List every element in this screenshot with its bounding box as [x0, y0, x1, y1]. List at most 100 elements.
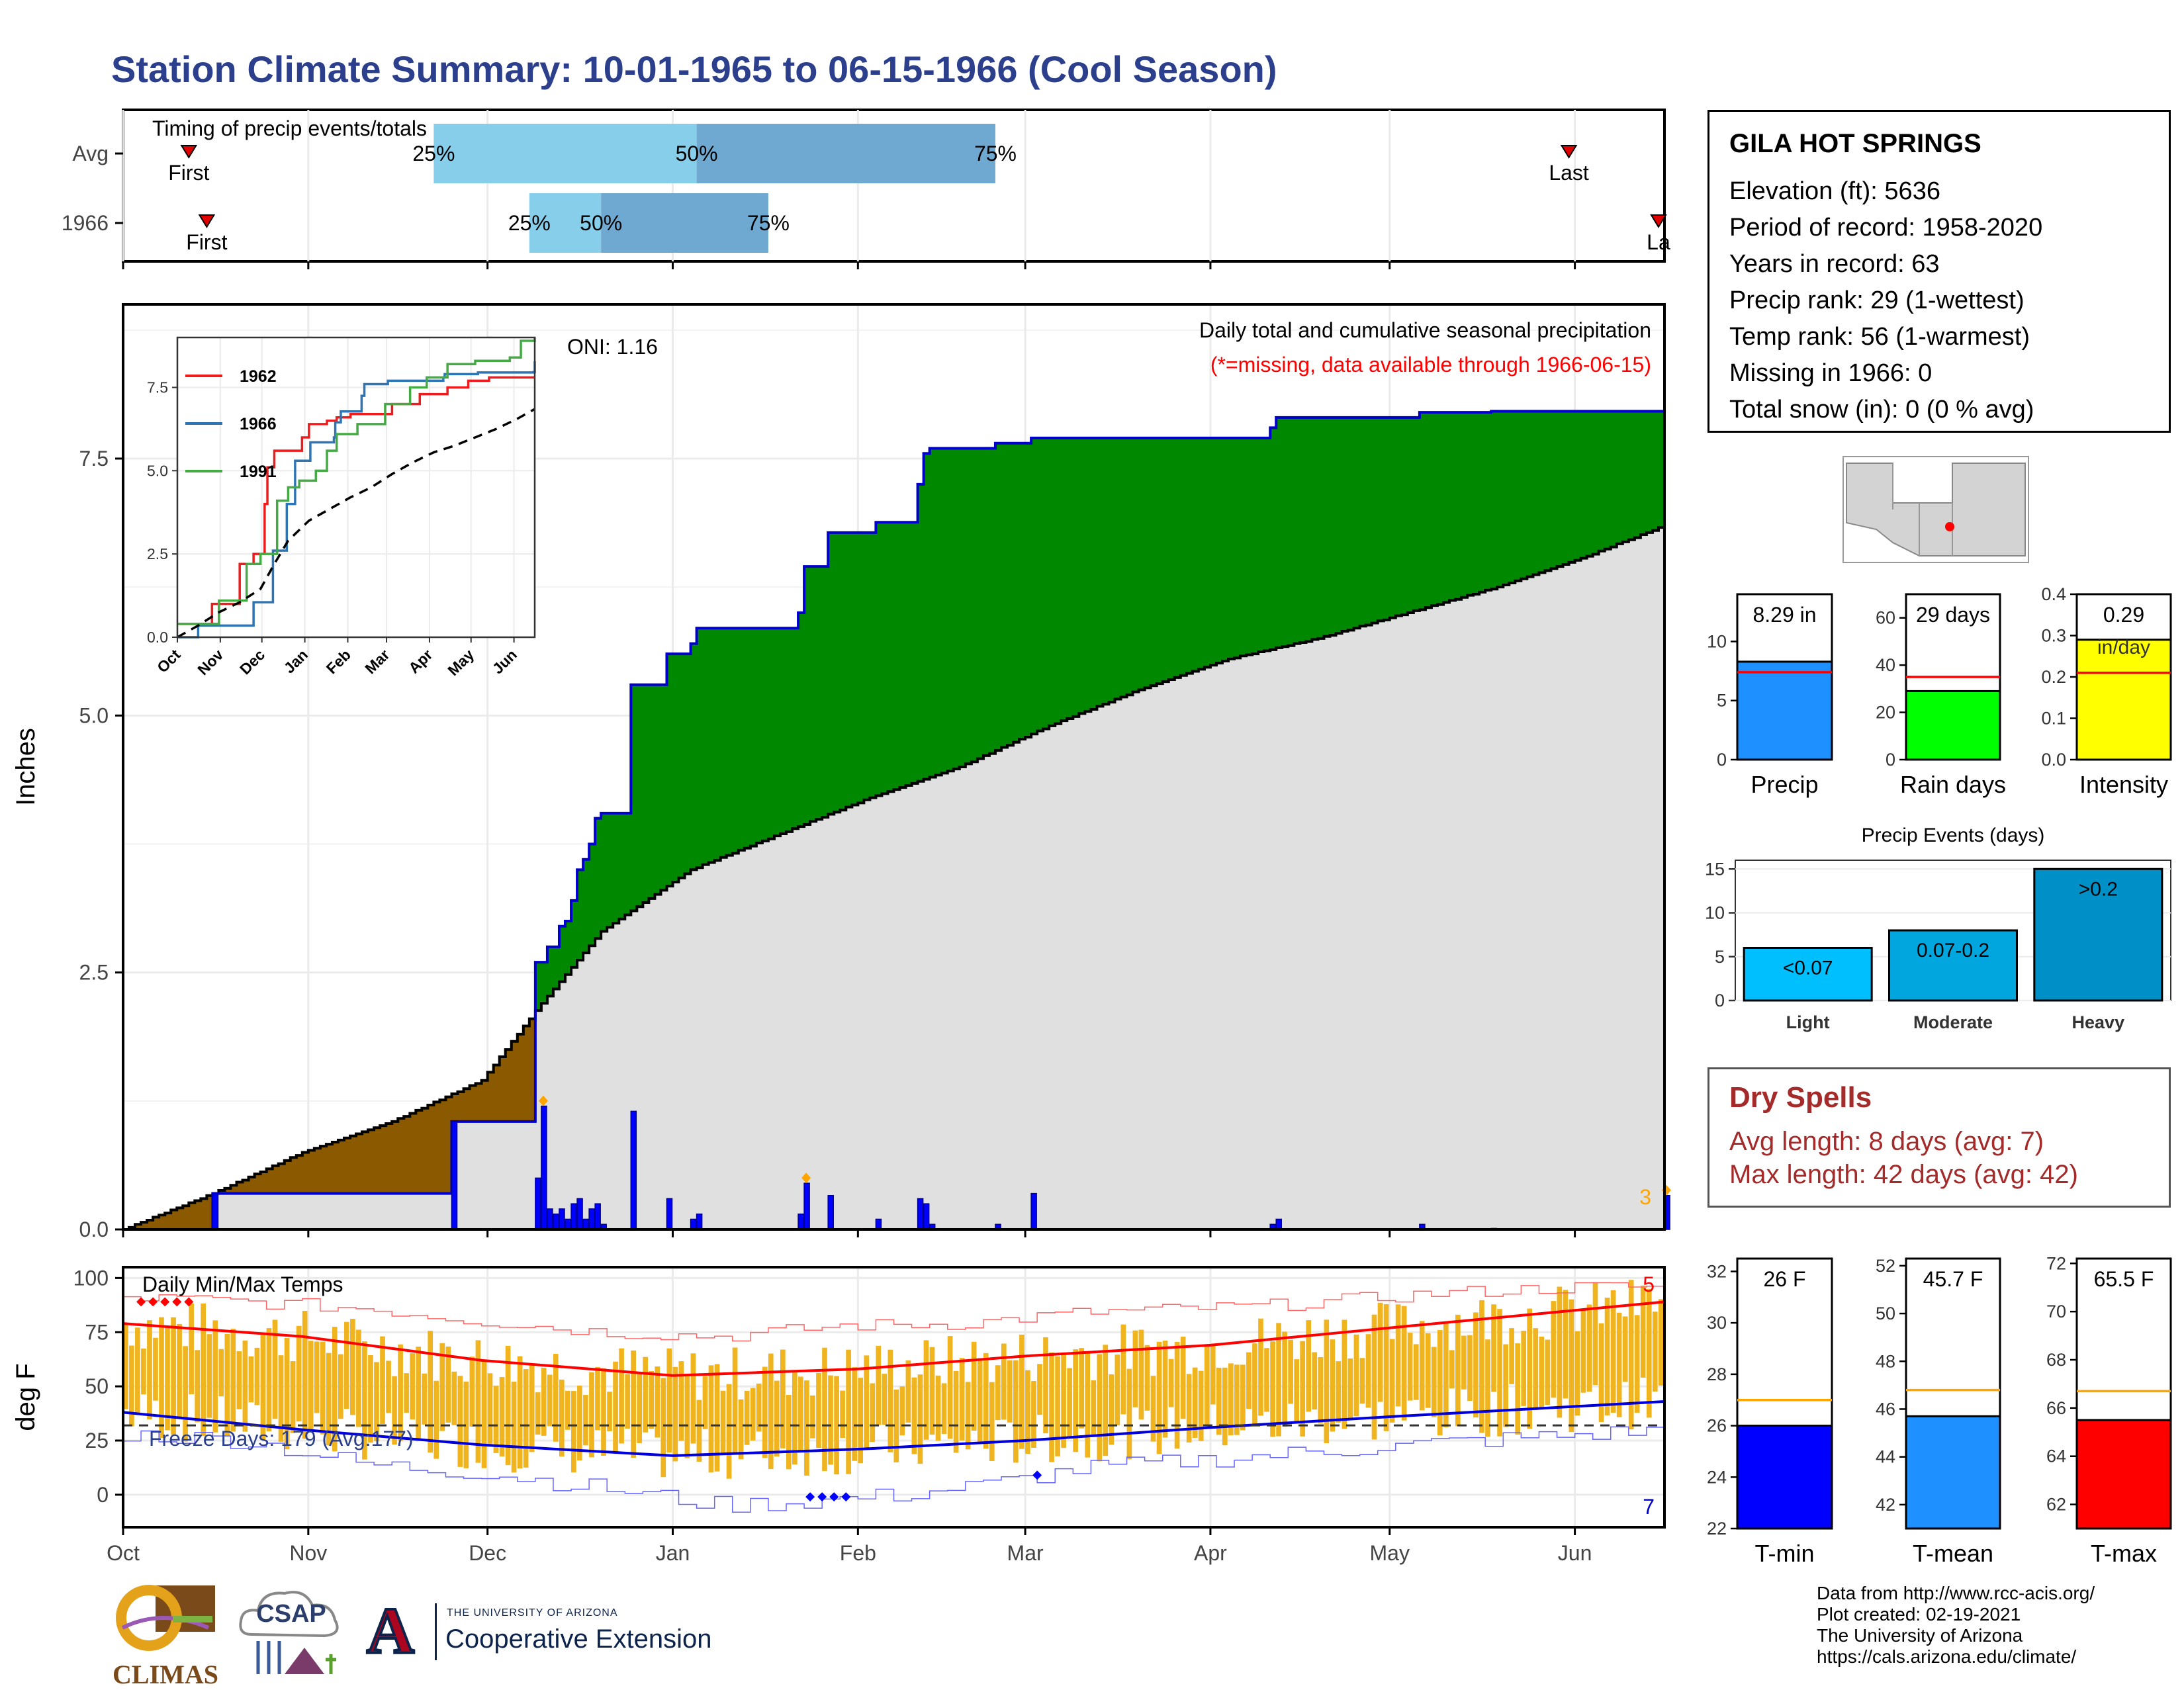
daily-temp-bar	[684, 1374, 690, 1458]
daily-temp-bar	[416, 1347, 422, 1441]
temps-frame	[122, 1266, 1666, 1529]
station-info-box: GILA HOT SPRINGS Elevation (ft): 5636 Pe…	[1707, 110, 2171, 433]
daily-temp-bar	[428, 1331, 433, 1453]
ua-cooperative-extension-logo[interactable]: A THE UNIVERSITY OF ARIZONA Cooperative …	[361, 1594, 745, 1671]
daily-temp-bar	[1467, 1335, 1473, 1401]
credit-line: Plot created: 02-19-2021	[1817, 1604, 2021, 1624]
events-bar	[1888, 929, 2019, 1002]
daily-temp-bar	[1395, 1304, 1401, 1407]
daily-temp-bar	[774, 1380, 780, 1457]
daily-temp-bar	[744, 1390, 750, 1445]
t-max-value-label: 65.5 F	[2094, 1267, 2154, 1291]
daily-temp-bar	[1652, 1312, 1658, 1392]
daily-temp-bar	[284, 1338, 290, 1450]
intensity-y-tick-label: 0.0	[2041, 750, 2066, 770]
last-event-marker	[1560, 145, 1578, 159]
climas-logo[interactable]: CLIMAS	[109, 1581, 222, 1689]
daily-temp-bar	[1210, 1343, 1216, 1405]
daily-temp-bar	[1264, 1348, 1269, 1412]
precip-y-tick-label: 5.0	[79, 703, 109, 727]
t-mean-y-tick-label: 42	[1876, 1495, 1895, 1515]
daily-precip-bar	[212, 1192, 219, 1230]
daily-temp-bar	[708, 1365, 714, 1473]
daily-temp-bar	[1168, 1358, 1174, 1407]
daily-temp-bar	[1282, 1331, 1287, 1427]
t-mean-y-tick-label: 46	[1876, 1399, 1895, 1419]
oni-label: ONI: 1.16	[567, 335, 658, 359]
daily-temp-bar	[1132, 1330, 1138, 1407]
inset-y-tick-label: 5.0	[147, 462, 168, 479]
t-min-y-tick-label: 32	[1707, 1261, 1727, 1281]
daily-temp-bar	[589, 1372, 594, 1458]
intensity-axis-label: Intensity	[2079, 771, 2168, 798]
intensity-y-tick-label: 0.2	[2041, 667, 2066, 687]
daily-temp-bar	[678, 1361, 684, 1441]
first-event-marker	[198, 214, 216, 228]
daily-temp-bar	[1449, 1350, 1455, 1389]
daily-temp-bar	[1527, 1308, 1533, 1429]
daily-temp-bar	[338, 1354, 343, 1419]
precip-frame	[122, 303, 1666, 1231]
daily-precip-bar	[875, 1218, 882, 1230]
daily-temp-bar	[153, 1337, 158, 1401]
record-low-marker	[829, 1492, 839, 1502]
precip-corner-value: 3	[1639, 1185, 1651, 1209]
t-mean-value-bar	[1905, 1415, 2001, 1530]
daily-temp-bar	[493, 1386, 499, 1453]
daily-temp-bar	[242, 1340, 248, 1432]
inset-series-line	[177, 408, 535, 639]
events-bar-label: <0.07	[1783, 957, 1833, 979]
cumulative-observed-line	[123, 377, 1666, 1231]
daily-temp-bar	[1103, 1345, 1109, 1456]
location-map	[1843, 456, 2029, 563]
daily-precip-bar	[547, 1208, 553, 1230]
timing-q25-label: 25%	[412, 142, 455, 165]
daily-temp-bar	[177, 1323, 182, 1419]
first-event-label: First	[168, 161, 209, 185]
csap-logo[interactable]: CSAP	[232, 1581, 351, 1681]
daily-temp-bar	[475, 1340, 481, 1463]
daily-temp-bar	[899, 1386, 905, 1436]
daily-temp-bar	[278, 1355, 284, 1442]
daily-temp-bar	[1120, 1324, 1126, 1415]
daily-temp-bar	[505, 1345, 511, 1466]
daily-temp-bar	[828, 1375, 833, 1465]
ua-a-icon: A	[365, 1594, 416, 1668]
daily-temp-bar	[1616, 1312, 1622, 1417]
daily-temp-bar	[165, 1326, 170, 1431]
last-event-label: Last	[1549, 161, 1589, 185]
station-location-dot	[1945, 522, 1954, 531]
temps-x-tick-label: Feb	[840, 1541, 876, 1565]
daily-temp-bar	[822, 1347, 827, 1472]
daily-temp-bar	[141, 1349, 146, 1395]
csap-wordmark: CSAP	[256, 1600, 326, 1628]
record-high-marker	[136, 1297, 146, 1307]
daily-temp-bar	[1156, 1341, 1162, 1454]
temps-x-tick-label: Jun	[1558, 1541, 1592, 1565]
station-elevation: Elevation (ft): 5636	[1729, 177, 1940, 205]
t-min-y-tick-label: 24	[1707, 1467, 1727, 1487]
daily-precip-bar	[451, 1121, 458, 1230]
daily-temp-bar	[1622, 1316, 1628, 1382]
record-high-marker	[184, 1297, 194, 1307]
daily-temp-bar	[1186, 1374, 1192, 1443]
daily-temp-bar	[1025, 1370, 1030, 1454]
credit-line: Data from http://www.rcc-acis.org/	[1817, 1583, 2095, 1603]
credits: Data from http://www.rcc-acis.org/ Plot …	[1817, 1583, 2095, 1668]
t-min-y-tick-label: 26	[1707, 1416, 1727, 1436]
daily-temp-bar	[959, 1358, 965, 1441]
record-low-count: 7	[1643, 1495, 1655, 1519]
timing-q75-label: 75%	[974, 142, 1017, 165]
ua-line2: Cooperative Extension	[445, 1624, 712, 1654]
daily-temp-bar	[410, 1353, 415, 1420]
daily-temp-bar	[1473, 1312, 1479, 1418]
inset-series-line	[177, 361, 536, 639]
daily-temp-bar	[1353, 1334, 1359, 1417]
daily-precip-bar	[630, 1110, 637, 1230]
timing-q50-label: 50%	[580, 211, 622, 235]
daily-temp-bar	[1001, 1343, 1007, 1420]
daily-temp-bar	[248, 1356, 254, 1403]
precip-note-missing: (*=missing, data available through 1966-…	[1210, 353, 1651, 377]
station-years: Years in record: 63	[1729, 250, 1940, 278]
t-max-y-tick-label: 64	[2046, 1446, 2066, 1466]
